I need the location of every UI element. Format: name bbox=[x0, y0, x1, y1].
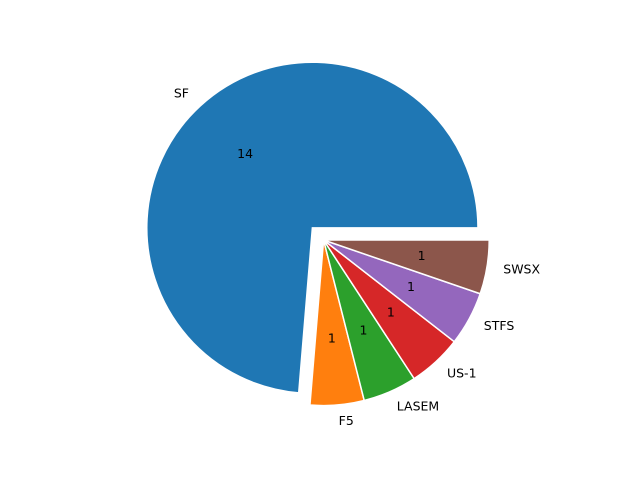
pie-value-lasem: 1 bbox=[360, 322, 368, 337]
pie-value-swsx: 1 bbox=[418, 248, 426, 263]
pie-slice-swsx bbox=[323, 239, 490, 295]
pie-label-us-1: US-1 bbox=[447, 366, 477, 381]
pie-value-stfs: 1 bbox=[407, 279, 415, 294]
pie-label-lasem: LASEM bbox=[397, 398, 439, 413]
pie-value-sf: 14 bbox=[237, 146, 253, 161]
pie-label-stfs: STFS bbox=[484, 318, 515, 333]
pie-label-f5: F5 bbox=[339, 413, 354, 428]
pie-label-swsx: SWSX bbox=[503, 261, 540, 276]
pie-value-f5: 1 bbox=[328, 331, 336, 346]
pie-slice-sf bbox=[146, 61, 479, 394]
pie-slices bbox=[146, 61, 490, 407]
pie-label-sf: SF bbox=[174, 85, 189, 100]
pie-value-us-1: 1 bbox=[387, 305, 395, 320]
pie-labels: SF 14 F5 1 LASEM 1 US-1 1 STFS 1 SWSX 1 bbox=[174, 85, 541, 428]
